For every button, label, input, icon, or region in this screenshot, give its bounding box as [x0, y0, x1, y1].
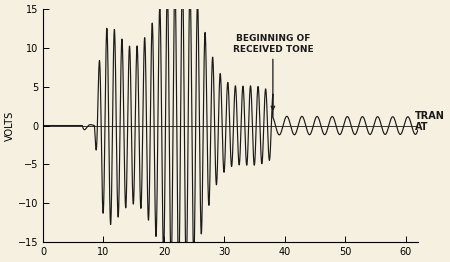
Y-axis label: VOLTS: VOLTS: [5, 111, 15, 141]
Text: BEGINNING OF
RECEIVED TONE: BEGINNING OF RECEIVED TONE: [233, 34, 313, 110]
Text: TRAN
AT: TRAN AT: [415, 111, 445, 133]
